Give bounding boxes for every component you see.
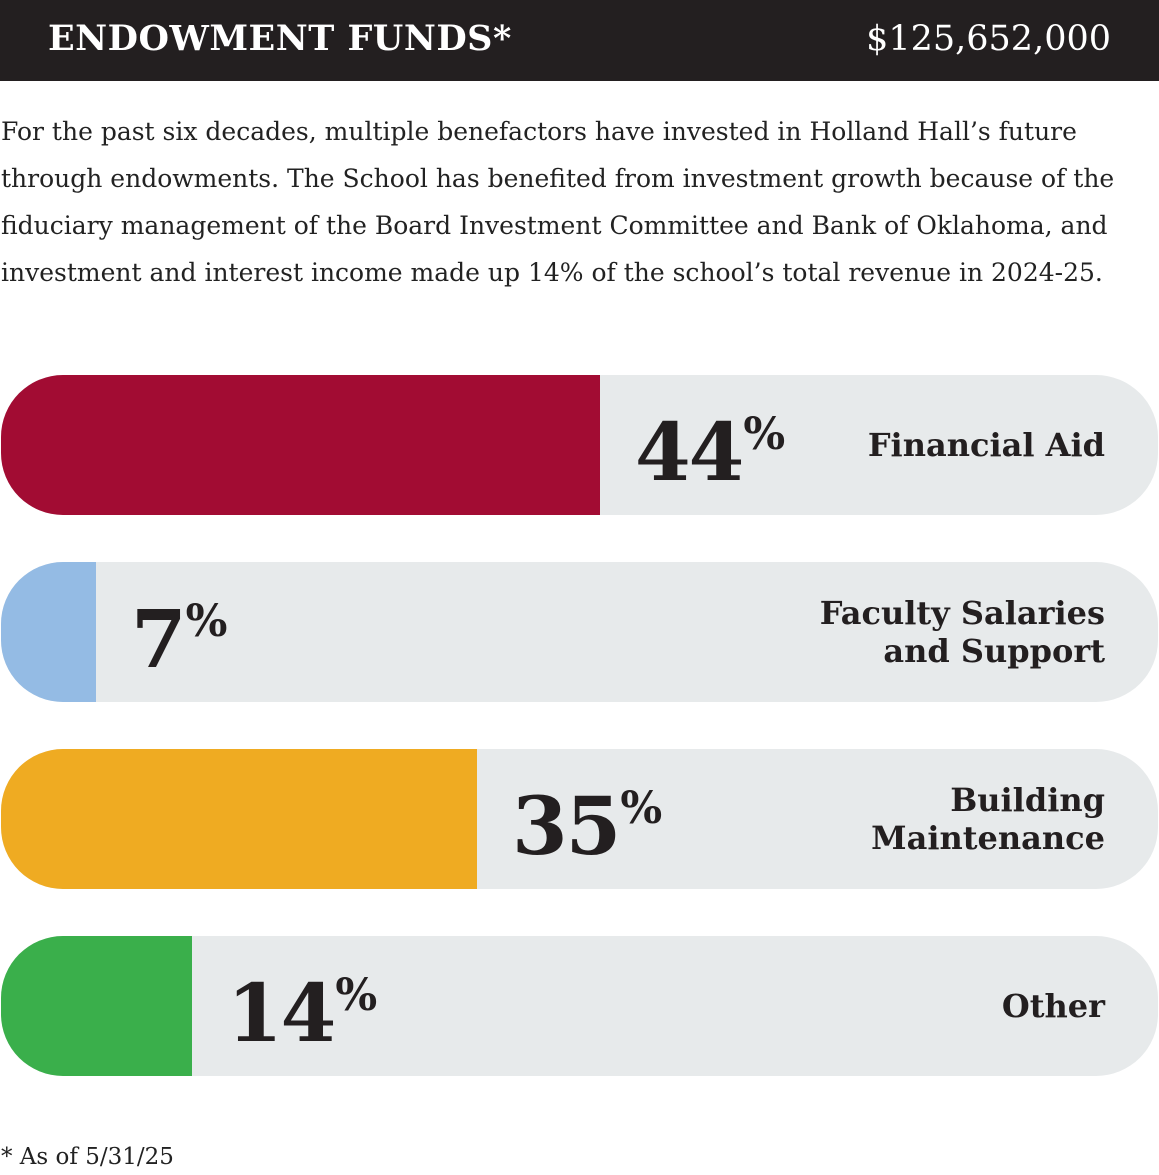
data-label-value: 35 bbox=[512, 779, 621, 873]
bar-track: 7% Faculty Salaries and Support bbox=[1, 562, 1158, 702]
bar bbox=[1, 936, 192, 1076]
data-label: 7% bbox=[131, 596, 227, 682]
data-label-unit: % bbox=[620, 783, 663, 834]
page-title: ENDOWMENT FUNDS* bbox=[48, 18, 512, 59]
data-label-unit: % bbox=[335, 970, 378, 1021]
intro-paragraph: For the past six decades, multiple benef… bbox=[1, 117, 1115, 287]
bar bbox=[1, 749, 477, 889]
data-label: 44% bbox=[635, 409, 785, 495]
footnote: * As of 5/31/25 bbox=[1, 1144, 174, 1170]
category-label: Faculty Salaries and Support bbox=[819, 594, 1105, 670]
category-label: Financial Aid bbox=[867, 426, 1105, 464]
data-label: 14% bbox=[227, 970, 377, 1056]
data-label-unit: % bbox=[185, 596, 228, 647]
category-label: Other bbox=[1001, 987, 1105, 1025]
data-label-unit: % bbox=[743, 409, 786, 460]
bar-track: 14% Other bbox=[1, 936, 1158, 1076]
bar-track: 35% Building Maintenance bbox=[1, 749, 1158, 889]
endowment-total: $125,652,000 bbox=[866, 19, 1111, 59]
data-label-value: 14 bbox=[227, 966, 336, 1060]
bar-track: 44% Financial Aid bbox=[1, 375, 1158, 515]
bar bbox=[1, 375, 600, 515]
data-label: 35% bbox=[512, 783, 662, 869]
header-banner: ENDOWMENT FUNDS* $125,652,000 bbox=[0, 0, 1159, 81]
data-label-value: 44 bbox=[635, 405, 744, 499]
category-label: Building Maintenance bbox=[871, 781, 1105, 857]
bar bbox=[1, 562, 96, 702]
data-label-value: 7 bbox=[131, 592, 187, 686]
